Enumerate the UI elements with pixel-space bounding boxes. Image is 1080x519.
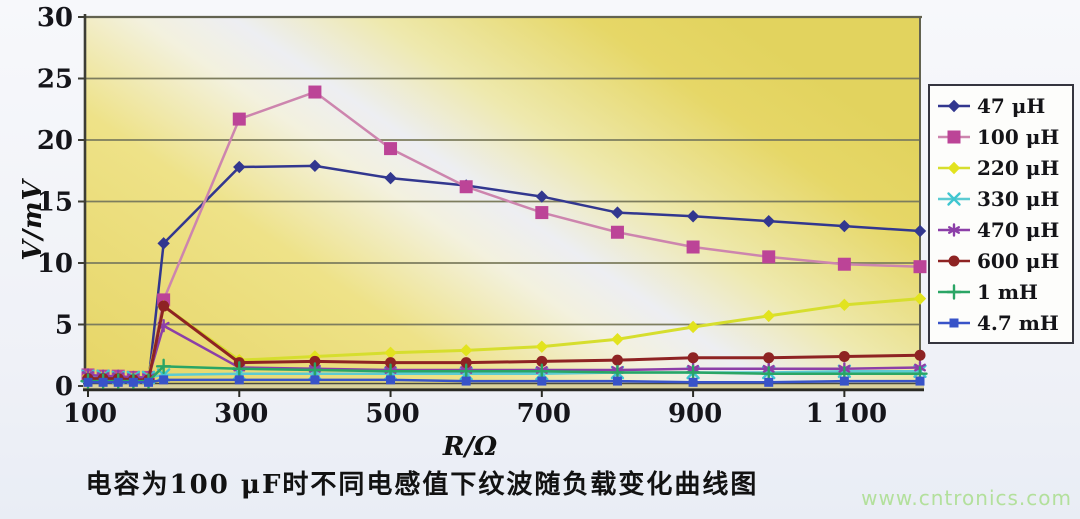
y-tick-label: 10 (37, 249, 73, 279)
legend-marker-600uh-icon (938, 255, 970, 266)
legend-marker-330uh-icon (938, 191, 970, 206)
x-tick-labels: 100 300 500 700 900 1 100 (63, 399, 887, 429)
legend-item-330uh: 330 μH (936, 185, 1068, 213)
legend-label-470uh: 470 μH (977, 217, 1060, 242)
y-tick-label: 15 (37, 188, 73, 218)
gridlines (85, 77, 920, 326)
y-tick-label: 25 (37, 65, 73, 95)
y-tick-label: 30 (37, 3, 73, 33)
legend-item-1mh: 1 mH (936, 278, 1068, 306)
x-tick-label: 100 (63, 399, 117, 429)
x-axis-title: R/Ω (442, 432, 498, 462)
legend-item-470uh: 470 μH (936, 216, 1068, 244)
legend-marker-220uh-icon (938, 161, 970, 174)
x-tick-label: 900 (668, 399, 722, 429)
x-axis-band (83, 383, 924, 390)
plot-background (85, 17, 920, 389)
legend-label-220uh: 220 μH (977, 155, 1060, 180)
x-tick-label: 700 (517, 399, 571, 429)
legend-marker-1mh-icon (938, 283, 970, 300)
legend-label-100uh: 100 μH (977, 124, 1060, 149)
watermark-text: www.cntronics.com (861, 486, 1072, 510)
legend-item-100uh: 100 μH (936, 123, 1068, 151)
y-tick-label: 5 (55, 311, 73, 341)
legend-marker-4-7mh-icon (938, 318, 970, 327)
series-7-square-small (83, 375, 925, 387)
legend-item-600uh: 600 μH (936, 247, 1068, 275)
y-tick-label: 0 (55, 372, 73, 402)
x-tick-label: 1 100 (806, 399, 887, 429)
legend-marker-470uh-icon (938, 222, 970, 237)
legend-label-330uh: 330 μH (977, 186, 1060, 211)
legend-label-600uh: 600 μH (977, 248, 1060, 273)
legend-label-4-7mh: 4.7 mH (977, 310, 1059, 335)
legend-marker-100uh-icon (938, 130, 970, 143)
legend-item-220uh: 220 μH (936, 154, 1068, 182)
chart-caption: 电容为100 μF时不同电感值下纹波随负载变化曲线图 (85, 470, 759, 500)
x-tick-label: 300 (214, 399, 268, 429)
legend-item-47uh: 47 μH (936, 92, 1068, 120)
y-tick-label: 20 (37, 126, 73, 156)
legend: 47 μH 100 μH 220 μH 330 μH 470 μH 600 μH… (928, 84, 1074, 344)
x-tick-label: 500 (365, 399, 419, 429)
legend-label-1mh: 1 mH (977, 279, 1038, 304)
legend-item-4-7mh: 4.7 mH (936, 309, 1068, 337)
legend-label-47uh: 47 μH (977, 93, 1046, 118)
y-axis-title: V/mV (18, 179, 48, 261)
legend-marker-47uh-icon (938, 99, 970, 112)
y-tick-labels: 0 5 10 15 20 25 30 (37, 3, 73, 402)
